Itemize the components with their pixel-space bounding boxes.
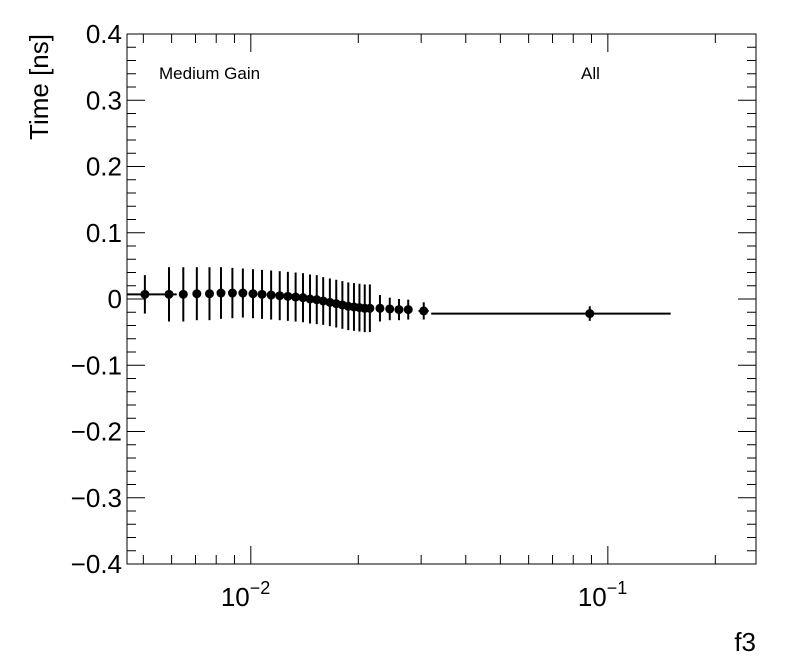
marker	[385, 304, 395, 314]
data-point	[365, 284, 375, 333]
data-point	[127, 275, 161, 314]
axis-ticks	[127, 33, 756, 565]
x-tick-label: 10−2	[221, 578, 270, 612]
marker	[257, 289, 267, 299]
marker	[419, 306, 429, 316]
marker	[238, 288, 248, 298]
data-point	[318, 277, 328, 325]
annotation-left: Medium Gain	[159, 64, 260, 83]
y-tick-label: 0.2	[86, 152, 122, 182]
data-point	[204, 267, 214, 321]
data-point	[394, 299, 404, 321]
y-tick-label: −0.4	[71, 549, 122, 579]
data-point	[192, 267, 202, 321]
y-axis-title: Time [ns]	[24, 34, 54, 140]
marker	[275, 291, 285, 301]
data-point	[283, 271, 293, 321]
data-point	[238, 268, 248, 318]
marker	[216, 288, 226, 298]
data-point	[375, 295, 385, 322]
marker	[375, 303, 385, 313]
marker	[394, 305, 404, 315]
data-point	[266, 270, 276, 320]
data-point	[403, 299, 413, 320]
marker	[305, 294, 315, 304]
marker	[164, 289, 174, 299]
marker	[178, 289, 188, 299]
x-tick-labels: 10−2 10−1	[221, 578, 627, 612]
y-tick-label: 0.3	[86, 85, 122, 115]
marker	[585, 309, 595, 319]
data-point	[216, 267, 226, 319]
y-tick-label: 0	[108, 284, 122, 314]
data-point	[385, 297, 395, 321]
x-axis-title: f3	[734, 627, 756, 657]
data-point	[227, 267, 237, 319]
data-point	[305, 274, 315, 324]
data-point	[248, 269, 258, 319]
y-tick-label: 0.4	[86, 19, 122, 49]
marker	[248, 289, 258, 299]
y-tick-label: −0.2	[71, 417, 122, 447]
marker	[266, 290, 276, 300]
marker	[298, 293, 308, 303]
data-series	[127, 267, 671, 333]
y-tick-label: 0.1	[86, 218, 122, 248]
marker	[227, 288, 237, 298]
marker	[318, 296, 328, 306]
marker	[403, 305, 413, 315]
marker	[140, 289, 150, 299]
data-point	[431, 306, 671, 321]
annotation-right: All	[581, 64, 600, 83]
data-point	[298, 273, 308, 323]
data-point	[178, 267, 188, 322]
data-point	[160, 267, 177, 322]
data-point	[418, 302, 429, 320]
marker	[365, 303, 375, 313]
marker	[291, 292, 301, 302]
data-point	[291, 272, 301, 322]
data-point	[275, 271, 285, 321]
y-tick-label: −0.3	[71, 483, 122, 513]
marker	[204, 289, 214, 299]
y-tick-labels: 0.4 0.3 0.2 0.1 0 −0.1 −0.2 −0.3 −0.4	[71, 19, 122, 579]
marker	[283, 291, 293, 301]
y-tick-label: −0.1	[71, 350, 122, 380]
marker	[192, 289, 202, 299]
data-point	[257, 269, 267, 319]
x-tick-label: 10−1	[578, 578, 627, 612]
